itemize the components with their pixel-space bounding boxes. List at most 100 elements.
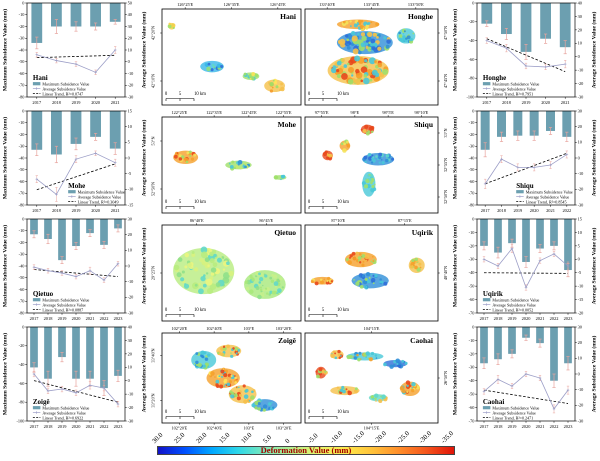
bar-errors-group — [482, 238, 570, 278]
deformation-patch — [200, 60, 224, 73]
patch-speckle — [405, 37, 408, 40]
right-tick-label: 40 — [128, 324, 132, 329]
patch-speckle — [367, 174, 370, 178]
patch-speckle — [409, 37, 413, 42]
patch-speckle — [371, 255, 374, 258]
patch-speckle — [383, 362, 387, 367]
patch-speckle — [346, 38, 350, 42]
patch-speckle — [357, 32, 360, 36]
scalebar-label: 0 — [308, 410, 311, 415]
right-tick-label: -10 — [578, 171, 584, 176]
patch-speckle — [244, 280, 248, 284]
patch-speckle — [343, 142, 346, 146]
patch-speckle — [244, 162, 247, 166]
patch-speckle — [360, 32, 366, 37]
patch-speckle — [364, 177, 367, 180]
year-label: 2020 — [72, 316, 82, 321]
patch-speckle — [180, 277, 185, 282]
patch-speckle — [373, 258, 375, 261]
left-tick-label: 0 — [472, 324, 474, 329]
patch-speckle — [199, 258, 204, 262]
longitude-label: 103°20'E — [276, 425, 292, 430]
deformation-patch — [310, 276, 334, 286]
deformation-patch — [399, 380, 421, 396]
patch-speckle — [280, 82, 283, 86]
patch-speckle — [269, 81, 274, 87]
patch-speckle — [416, 267, 421, 272]
patch-speckle — [362, 260, 365, 263]
patch-speckle — [354, 78, 361, 85]
patch-speckle — [193, 267, 199, 272]
patch-speckle — [365, 24, 369, 28]
patch-speckle — [194, 283, 198, 287]
year-label: 2019 — [72, 100, 82, 105]
patch-speckle — [271, 401, 273, 404]
legend-label: Average Subsidence Value — [492, 411, 536, 416]
patch-speckle — [219, 384, 224, 389]
honghe-bar-chart-panel: 0 -20 -40 -60 -80 -100 40 30 20 10 0 -10 -20 -30 2017 2… — [450, 0, 600, 108]
shiqu-chart-svg: 0 -10 -20 -30 -40 -50 -60 -70 -80 30 20 10 0 -10 -20 -3… — [452, 108, 598, 212]
year-label: 2022 — [550, 424, 559, 429]
latitude-label: 29°25'N — [151, 266, 156, 280]
patch-speckle — [221, 375, 224, 378]
patch-speckle — [365, 285, 368, 289]
left-tick-label: -70 — [19, 299, 25, 304]
right-tick-label: -10 — [128, 279, 134, 284]
longitude-label: 104°15'E — [364, 326, 380, 331]
longitude-label: 126°25'E — [177, 2, 193, 7]
left-tick-label: -30 — [469, 257, 475, 262]
patch-speckle — [409, 387, 412, 390]
left-tick-label: -60 — [19, 179, 25, 184]
max-subsidence-bar — [520, 3, 532, 52]
right-axis-title: Average Subsidence Value (mm) — [591, 119, 598, 196]
patch-speckle — [200, 251, 208, 259]
right-tick-label: 20 — [128, 351, 132, 356]
right-tick-label: 0 — [128, 378, 130, 383]
scalebar-label: 5 — [179, 308, 182, 313]
patch-speckle — [270, 279, 275, 284]
year-label: 2018 — [494, 316, 504, 321]
deformation-patch — [206, 367, 240, 389]
longitude-label: 98°5'E — [382, 110, 394, 115]
left-tick-label: -70 — [469, 418, 475, 423]
patch-speckle — [343, 64, 348, 68]
patch-speckle — [339, 388, 344, 393]
max-subsidence-bar — [51, 3, 62, 27]
left-tick-label: -20 — [469, 19, 475, 24]
patch-speckle — [361, 181, 366, 186]
longitude-label: 87°15'E — [398, 218, 412, 223]
patch-speckle — [372, 282, 375, 285]
patch-speckle — [366, 61, 369, 64]
patch-speckle — [344, 34, 349, 38]
patch-speckle — [259, 286, 263, 289]
left-tick-label: -10 — [469, 120, 475, 125]
max-subsidence-bar — [562, 111, 572, 137]
patch-speckle — [207, 62, 211, 66]
max-subsidence-bar — [513, 111, 523, 136]
patch-speckle — [193, 363, 196, 365]
patch-speckle — [376, 35, 379, 39]
patch-speckle — [330, 280, 334, 283]
hani-map-svg: 126°25'E 126°35'E 126°45'E 42°20'N 42°10'N Ha… — [151, 2, 302, 106]
bar-errors-group — [482, 334, 570, 388]
chart-title: Honghe — [483, 74, 506, 82]
patch-speckle — [184, 252, 190, 258]
right-tick-label: 15 — [578, 216, 582, 221]
patch-speckle — [364, 160, 367, 164]
qietuo-bar-chart-panel: 0 -10 -20 -30 -40 -50 -60 -70 -80 30 20 10 0 -10 -20 -3… — [0, 216, 150, 324]
left-tick-label: -30 — [19, 252, 25, 257]
scalebar-label: 10 km — [194, 410, 206, 415]
max-subsidence-bar — [536, 219, 544, 249]
left-tick-label: -20 — [19, 24, 25, 29]
left-tick-label: -60 — [469, 405, 475, 410]
patch-speckle — [365, 42, 369, 46]
patch-speckle — [255, 275, 258, 278]
patch-speckle — [258, 272, 261, 276]
longitude-label: 102°40'E — [206, 425, 222, 430]
right-tick-label: -30 — [578, 418, 584, 423]
patch-speckle — [368, 41, 371, 44]
patch-speckle — [378, 155, 382, 160]
scalebar-label: 5 — [179, 200, 182, 205]
left-axis-title: Maximum Subsidence Value (mm) — [452, 333, 459, 415]
deformation-patch — [191, 350, 217, 370]
